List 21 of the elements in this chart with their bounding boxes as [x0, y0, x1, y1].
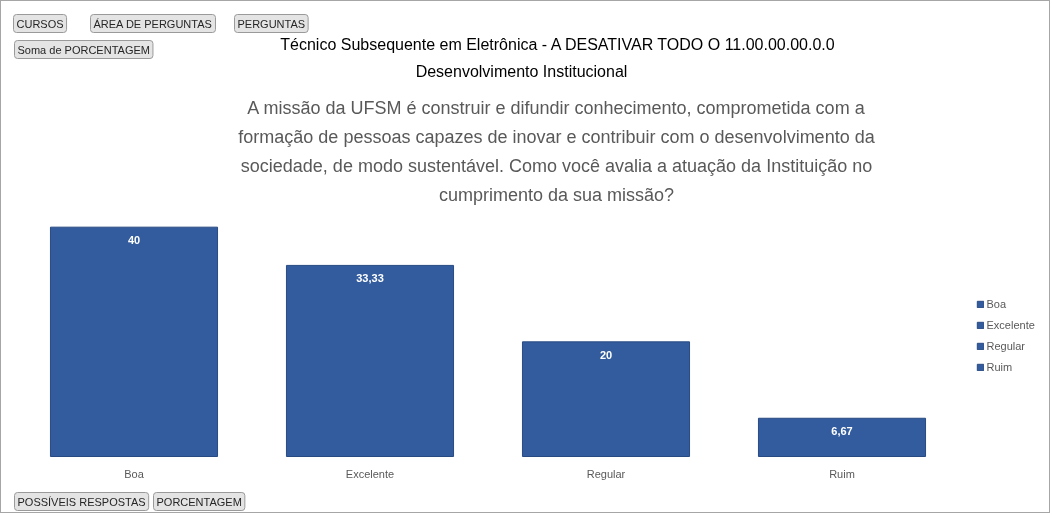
- chart-subtitle: Desenvolvimento Institucional: [415, 63, 628, 80]
- text: POSSÍVEIS RESPOSTAS: [17, 495, 146, 508]
- x-tick-label: Boa: [124, 467, 145, 480]
- data-label: 6,67: [831, 425, 853, 438]
- text: CURSOS: [16, 17, 64, 30]
- x-tick-label: Ruim: [829, 467, 855, 480]
- data-label: 40: [127, 234, 141, 247]
- text: PERGUNTAS: [237, 17, 306, 30]
- x-tick-label: Regular: [586, 467, 626, 480]
- legend-label: Ruim: [986, 361, 1013, 373]
- chart-title: Técnico Subsequente em Eletrônica - A DESATIVAR TODO O 11.00.00.00.0.0: [280, 36, 835, 53]
- legend-label: Boa: [986, 298, 1007, 310]
- x-tick-label: Excelente: [345, 467, 395, 480]
- data-label: 20: [599, 348, 613, 361]
- data-label: 33,33: [356, 272, 384, 285]
- legend-label: Excelente: [986, 319, 1035, 331]
- text: A missão da UFSM é construir e difundir conhecimento, comprometida com a formação de pessoas capazes de inovar e contribuir com o desenvolvimento da sociedade, de modo sustentável. Como você avalia a atuação da Instituição no cumprimento da sua missão?: [238, 97, 876, 206]
- text: ÁREA DE PERGUNTAS: [93, 17, 212, 30]
- text: PORCENTAGEM: [156, 495, 242, 508]
- text: Soma de PORCENTAGEM: [17, 43, 150, 56]
- legend-label: Regular: [986, 340, 1026, 352]
